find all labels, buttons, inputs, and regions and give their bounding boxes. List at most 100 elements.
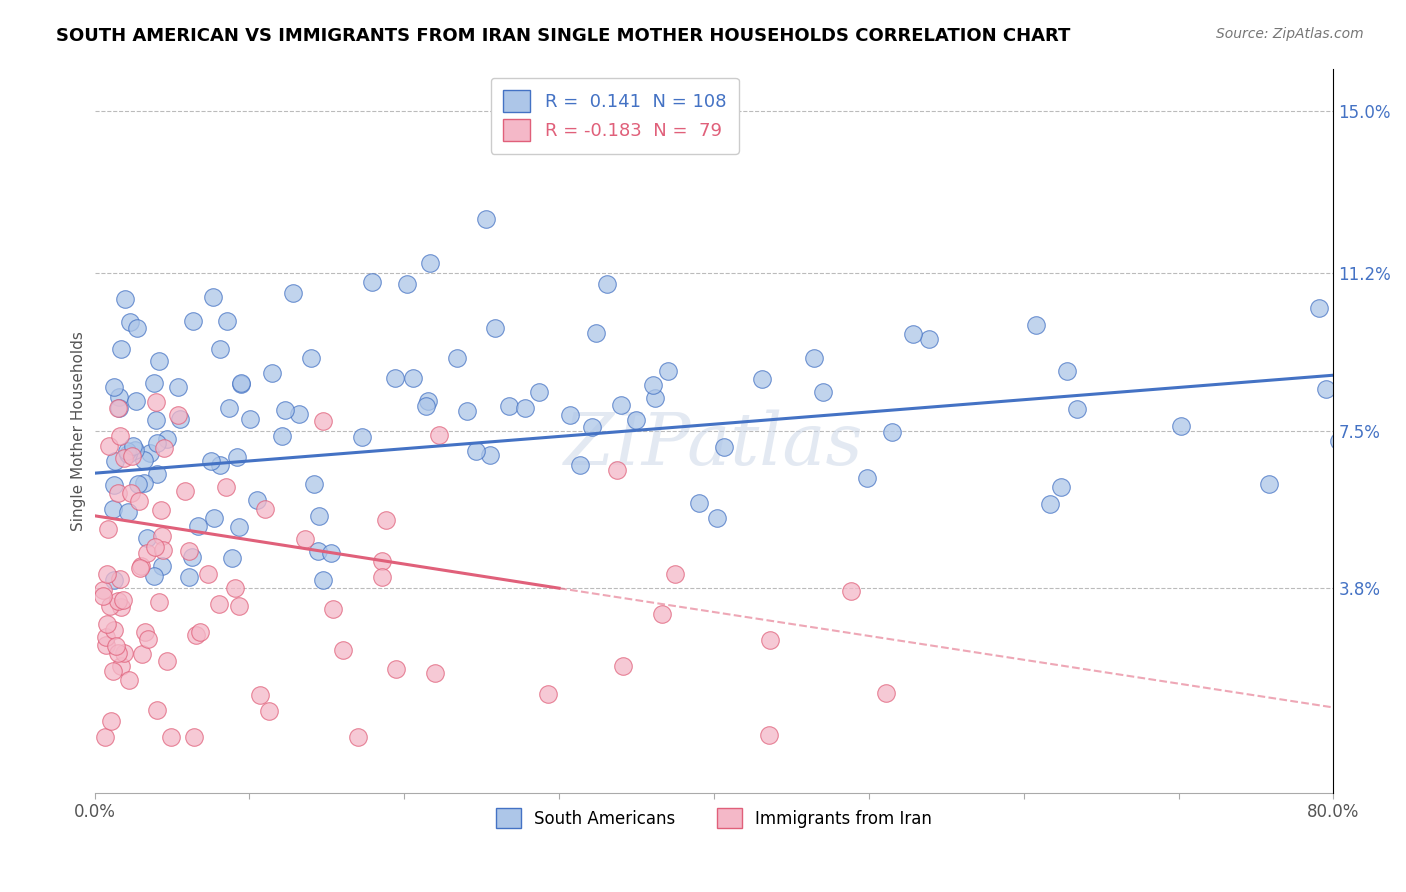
Point (657, 364, 679, 378)
Point (107, 594, 129, 608)
Point (875, 686, 897, 700)
Point (803, 351, 825, 366)
Point (160, 731, 183, 745)
Point (112, 593, 135, 607)
Point (260, 366, 283, 380)
Point (254, 501, 277, 516)
Point (186, 628, 208, 642)
Point (228, 599, 250, 613)
Point (181, 550, 204, 565)
Point (1170, 418, 1192, 433)
Point (153, 441, 176, 455)
Point (1056, 364, 1078, 378)
Y-axis label: Single Mother Households: Single Mother Households (72, 331, 86, 531)
Point (125, 393, 148, 408)
Point (651, 607, 673, 621)
Point (177, 544, 200, 558)
Point (91, 583, 114, 598)
Point (117, 443, 139, 458)
Point (167, 408, 190, 422)
Point (143, 376, 166, 390)
Point (104, 639, 127, 653)
Point (124, 443, 146, 458)
Point (94, 638, 117, 652)
Point (312, 573, 335, 587)
Point (419, 256, 441, 270)
Text: Source: ZipAtlas.com: Source: ZipAtlas.com (1216, 27, 1364, 41)
Point (112, 451, 135, 466)
Point (283, 286, 305, 301)
Point (97, 522, 120, 536)
Point (103, 624, 125, 638)
Point (751, 372, 773, 386)
Point (120, 486, 142, 500)
Point (215, 480, 238, 494)
Point (103, 380, 125, 394)
Point (181, 313, 204, 327)
Point (228, 520, 250, 534)
Point (759, 633, 782, 648)
Point (423, 665, 446, 680)
Point (1315, 382, 1337, 396)
Point (249, 688, 271, 702)
Point (384, 662, 406, 676)
Point (208, 597, 231, 611)
Point (288, 407, 311, 421)
Point (128, 560, 150, 574)
Point (498, 399, 520, 413)
Point (294, 532, 316, 546)
Point (215, 314, 238, 328)
Point (94, 731, 117, 745)
Point (110, 342, 132, 356)
Point (299, 351, 322, 366)
Point (402, 370, 425, 384)
Point (96, 566, 118, 581)
Point (332, 643, 354, 657)
Point (136, 545, 159, 559)
Point (103, 573, 125, 587)
Point (127, 476, 149, 491)
Point (1257, 477, 1279, 491)
Point (360, 275, 382, 289)
Point (143, 541, 166, 555)
Point (107, 401, 129, 416)
Point (145, 413, 167, 427)
Point (101, 501, 124, 516)
Point (139, 446, 162, 460)
Point (91, 589, 114, 603)
Legend: South Americans, Immigrants from Iran: South Americans, Immigrants from Iran (489, 801, 939, 835)
Text: ZIPatlas: ZIPatlas (564, 409, 863, 480)
Point (177, 570, 200, 584)
Text: SOUTH AMERICAN VS IMMIGRANTS FROM IRAN SINGLE MOTHER HOUSEHOLDS CORRELATION CHAR: SOUTH AMERICAN VS IMMIGRANTS FROM IRAN S… (56, 27, 1070, 45)
Point (856, 471, 879, 485)
Point (811, 384, 834, 399)
Point (641, 377, 664, 392)
Point (132, 476, 155, 491)
Point (246, 493, 269, 508)
Point (183, 731, 205, 745)
Point (456, 404, 478, 418)
Point (312, 414, 335, 428)
Point (200, 454, 222, 468)
Point (713, 440, 735, 454)
Point (136, 632, 159, 646)
Point (110, 599, 132, 614)
Point (585, 326, 607, 341)
Point (145, 703, 167, 717)
Point (202, 511, 225, 525)
Point (117, 505, 139, 519)
Point (129, 559, 152, 574)
Point (903, 326, 925, 341)
Point (221, 550, 243, 565)
Point (446, 351, 468, 366)
Point (1308, 301, 1330, 316)
Point (347, 731, 370, 745)
Point (128, 493, 150, 508)
Point (118, 673, 141, 687)
Point (706, 511, 728, 525)
Point (96, 617, 118, 632)
Point (537, 687, 560, 701)
Point (107, 646, 129, 660)
Point (664, 567, 686, 582)
Point (350, 430, 373, 444)
